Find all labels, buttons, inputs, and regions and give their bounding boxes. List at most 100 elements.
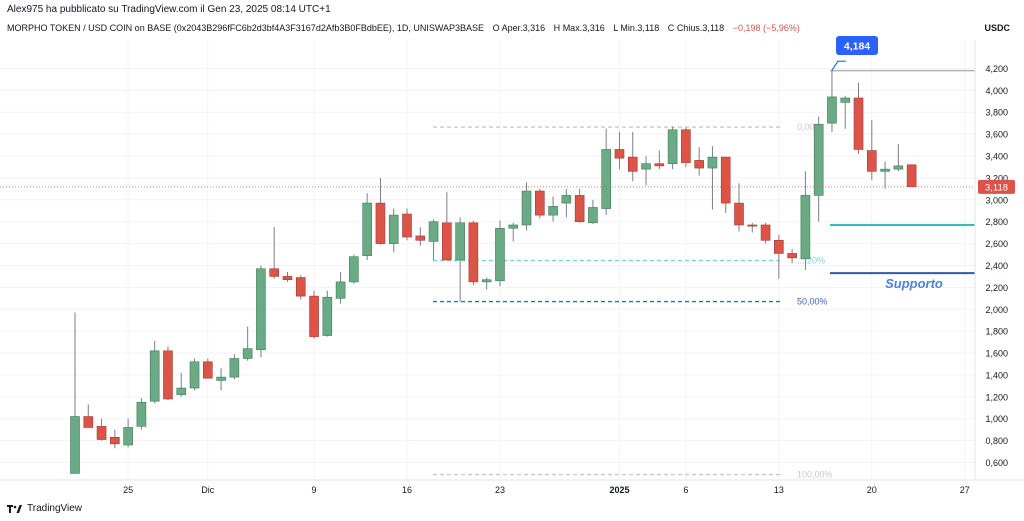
candle-down	[654, 163, 665, 167]
candle-up	[335, 281, 346, 299]
candle-up	[349, 256, 359, 283]
candle-up	[362, 202, 372, 256]
time-tick-label: 2025	[609, 485, 629, 495]
candle-down	[309, 295, 319, 337]
time-tick-label: 20	[867, 485, 877, 495]
time-tick-label: Dic	[201, 485, 214, 495]
price-tick-label: 4,000	[985, 86, 1008, 96]
candle-up	[893, 165, 904, 170]
candle-up	[707, 156, 718, 169]
symbol-name: MORPHO TOKEN / USD COIN on BASE (0x2043B…	[7, 23, 485, 33]
horizontal-rays[interactable]	[830, 69, 975, 275]
candle-down	[627, 156, 638, 172]
candle-up	[388, 214, 399, 244]
support-label: Supporto	[885, 276, 943, 291]
close-value: Chius.3,118	[676, 23, 725, 33]
publisher-line: Alex975 ha pubblicato su TradingView.com…	[7, 4, 331, 15]
candle-up	[123, 427, 133, 446]
time-tick-label: 16	[402, 485, 412, 495]
high-callout-pointer	[831, 60, 846, 71]
high-callout-box	[836, 36, 878, 55]
close-label: C	[667, 23, 675, 33]
candle-up	[588, 207, 598, 224]
price-axis[interactable]: 4,200 4,000 3,800 3,600 3,400 3,200 3,000 2,800…	[985, 64, 1008, 468]
price-tick-label: 2,400	[985, 261, 1008, 271]
candle-up	[428, 221, 439, 242]
candle-down	[468, 222, 479, 283]
candle-up	[641, 163, 651, 170]
price-tick-label: 1,400	[985, 370, 1008, 380]
candle-down	[442, 222, 452, 261]
candle-down	[282, 276, 293, 281]
price-tick-label: 1,000	[985, 414, 1008, 424]
price-tick-label: 1,800	[985, 327, 1008, 337]
candle-down	[734, 202, 744, 226]
time-tick-label: 6	[683, 485, 688, 495]
candle-down	[375, 202, 386, 244]
time-tick-label: 13	[774, 485, 784, 495]
price-tick-label: 3,800	[985, 108, 1008, 118]
candle-down	[163, 350, 173, 400]
candle-up	[800, 195, 811, 260]
price-tick-label: 4,200	[985, 64, 1008, 74]
brand-name: TradingView	[27, 503, 83, 514]
candle-up	[70, 416, 80, 474]
candle-down	[853, 97, 864, 150]
current-price-label: 3,118	[985, 182, 1008, 193]
candle-down	[110, 437, 120, 445]
candle-up	[481, 279, 492, 283]
candle-up	[508, 224, 519, 229]
candle-down	[760, 224, 771, 241]
candlestick-series	[70, 70, 917, 474]
price-tick-label: 2,800	[985, 217, 1008, 227]
candle-down	[787, 253, 797, 259]
open-label: O	[492, 23, 500, 33]
candle-up	[149, 350, 160, 402]
price-tick-label: 3,600	[985, 130, 1008, 140]
candle-down	[774, 239, 784, 254]
price-tick-label: 3,200	[985, 173, 1008, 183]
low-label: L	[613, 23, 618, 33]
fib-level-label: 50,00%	[797, 297, 828, 307]
price-tick-label: 3,000	[985, 195, 1008, 205]
fib-level-label: 0,00%	[797, 122, 823, 132]
fib-level-label: ...,20%	[797, 256, 825, 266]
candle-down	[694, 160, 704, 169]
time-tick-label: 25	[123, 485, 133, 495]
time-tick-label: 23	[495, 485, 505, 495]
price-tick-label: 1,600	[985, 349, 1008, 359]
candle-up	[455, 222, 465, 261]
candle-down	[681, 129, 691, 163]
fibonacci-retracement[interactable]: 0,00% ...,20% 50,00% 100,00%	[433, 122, 833, 480]
candle-up	[840, 97, 851, 103]
current-price-badge	[978, 179, 1015, 194]
candle-up	[256, 268, 266, 351]
price-tick-label: 2,200	[985, 283, 1008, 293]
candle-up	[322, 296, 333, 336]
tradingview-brand[interactable]: TradingView	[7, 503, 82, 514]
candle-down	[415, 235, 426, 241]
candle-up	[667, 129, 678, 164]
grid-lines	[0, 40, 975, 480]
high-callout-label: 4,184	[844, 41, 870, 53]
time-tick-label: 9	[312, 485, 317, 495]
candle-down	[574, 195, 585, 222]
price-tick-label: 1,200	[985, 392, 1008, 402]
price-tick-label: 3,400	[985, 152, 1008, 162]
low-value: Min.3,118	[620, 23, 660, 33]
candle-down	[203, 361, 213, 379]
candle-down	[83, 416, 94, 428]
candle-down	[269, 268, 280, 277]
candle-down	[614, 149, 625, 159]
candle-up	[229, 358, 240, 378]
open-value: Aper.3,316	[501, 23, 546, 33]
symbol-legend: MORPHO TOKEN / USD COIN on BASE (0x2043B…	[7, 23, 800, 33]
candle-down	[96, 426, 107, 440]
time-axis[interactable]: 25 Dic 9 16 23 2025 6 13 20 27	[123, 485, 970, 495]
candle-down	[720, 156, 731, 204]
tradingview-logo-icon	[7, 504, 22, 513]
candle-down	[402, 213, 412, 238]
time-tick-label: 27	[960, 485, 970, 495]
candle-up	[216, 376, 226, 381]
